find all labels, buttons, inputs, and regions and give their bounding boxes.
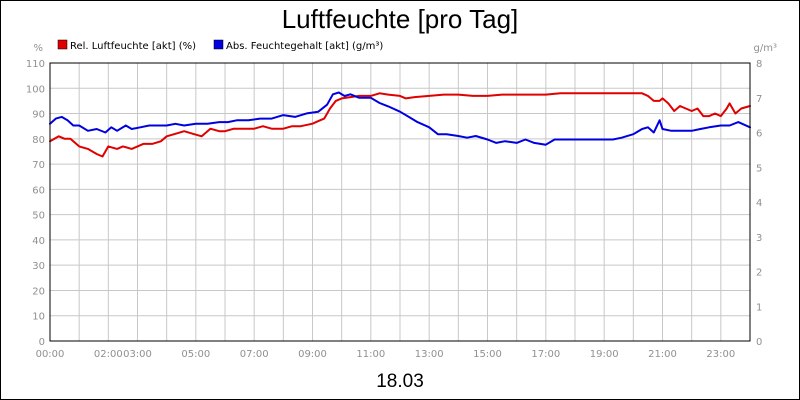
left-tick-label: 110	[26, 59, 45, 70]
left-tick-label: 20	[32, 286, 45, 297]
x-tick-label: 09:00	[298, 349, 327, 360]
x-axis-ticks: 00:00 02:00 03:00 05:00 07:00 09:00 11:00 13:00…	[36, 349, 736, 360]
right-axis-ticks: 0 1 2 3 4 5 6 7 8	[756, 59, 762, 348]
right-tick-label: 3	[756, 233, 762, 244]
x-tick-label: 21:00	[648, 349, 677, 360]
right-axis-unit: g/m³	[754, 43, 777, 54]
x-tick-label: 05:00	[181, 349, 210, 360]
right-tick-label: 6	[756, 129, 762, 140]
right-tick-label: 2	[756, 268, 762, 279]
x-tick-label: 23:00	[706, 349, 735, 360]
x-tick-label: 13:00	[415, 349, 444, 360]
left-tick-label: 80	[32, 135, 45, 146]
plot-area-border	[49, 62, 751, 342]
left-tick-label: 40	[32, 236, 45, 247]
left-axis-unit: %	[33, 43, 43, 54]
x-tick-label: 11:00	[356, 349, 385, 360]
left-tick-label: 90	[32, 110, 45, 121]
left-tick-label: 100	[26, 84, 45, 95]
x-tick-label: 15:00	[473, 349, 502, 360]
left-tick-label: 60	[32, 185, 45, 196]
right-tick-label: 8	[756, 59, 762, 70]
left-tick-label: 0	[39, 337, 45, 348]
x-tick-label: 00:00	[36, 349, 65, 360]
x-tick-label: 19:00	[590, 349, 619, 360]
right-tick-label: 5	[756, 163, 762, 174]
date-label: 18.03	[376, 371, 424, 392]
series-lines	[49, 91, 751, 158]
left-tick-label: 10	[32, 312, 45, 323]
legend-label-abs-humidity: Abs. Feuchtegehalt [akt] (g/m³)	[226, 41, 383, 52]
x-tick-label: 07:00	[240, 349, 269, 360]
left-tick-label: 70	[32, 160, 45, 171]
grid-lines	[50, 62, 750, 342]
series-line-abs-humidity	[49, 91, 751, 146]
legend-swatch-rel-humidity	[57, 39, 68, 50]
right-tick-label: 7	[756, 94, 762, 105]
right-tick-label: 1	[756, 302, 762, 313]
legend-label-rel-humidity: Rel. Luftfeuchte [akt] (%)	[70, 41, 196, 52]
x-tick-label: 02:00	[94, 349, 123, 360]
x-tick-label: 17:00	[531, 349, 560, 360]
chart-title: Luftfeuchte [pro Tag]	[282, 4, 519, 34]
left-axis-ticks: 0 10 20 30 40 50 60 70 80 90 100 110	[26, 59, 45, 348]
series-line-rel-humidity	[49, 92, 751, 158]
x-tick-label: 03:00	[123, 349, 152, 360]
left-tick-label: 50	[32, 211, 45, 222]
right-tick-label: 0	[756, 337, 762, 348]
right-tick-label: 4	[756, 198, 762, 209]
left-tick-label: 30	[32, 261, 45, 272]
legend-swatch-abs-humidity	[213, 39, 224, 50]
